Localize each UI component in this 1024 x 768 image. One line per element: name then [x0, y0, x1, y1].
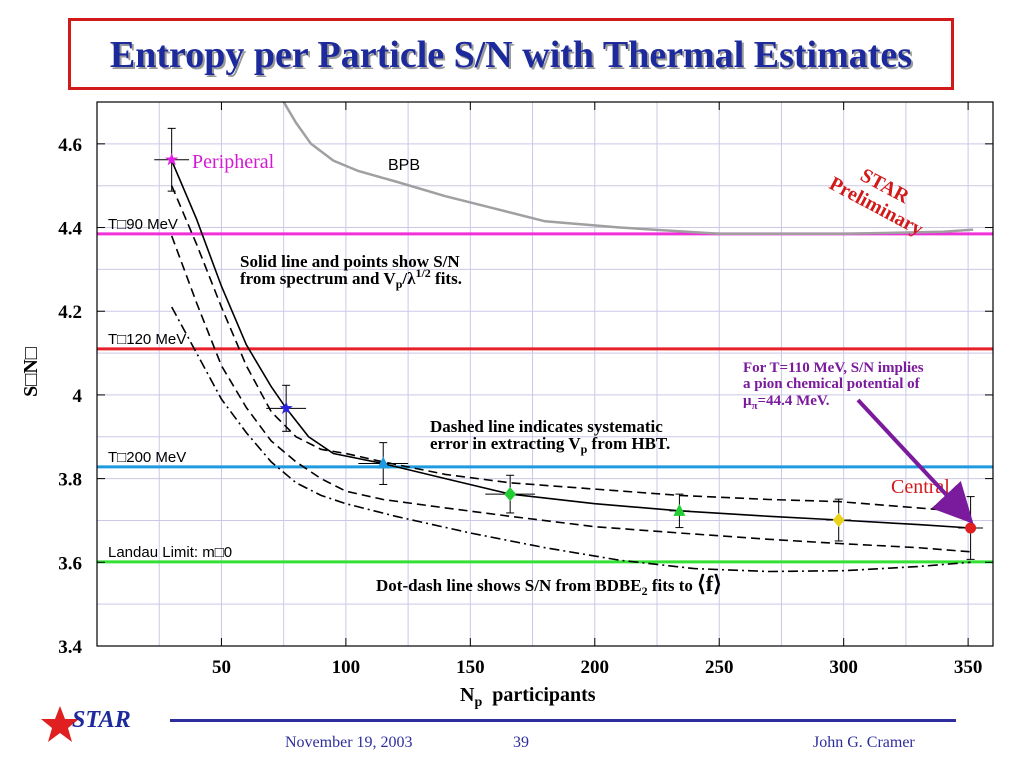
y-axis-label: S□N□ — [20, 347, 42, 397]
x-tick-label: 200 — [581, 657, 610, 678]
svg-text:a pion chemical potential of: a pion chemical potential of — [743, 376, 921, 392]
point-marker — [165, 152, 179, 166]
solid-line-note: Solid line and points show S/N from spec… — [240, 252, 462, 291]
point-marker — [279, 401, 293, 414]
bpb-label: BPB — [388, 157, 420, 174]
data-point — [958, 496, 984, 560]
footer-page-number: 39 — [513, 734, 529, 751]
point-marker — [832, 513, 845, 528]
x-tick-label: 250 — [705, 657, 734, 678]
point-marker — [377, 456, 390, 469]
svg-text:from spectrum and Vp/λ1/2 fits: from spectrum and Vp/λ1/2 fits. — [240, 266, 462, 291]
svg-text:error in extracting Vp from HB: error in extracting Vp from HBT. — [430, 434, 670, 456]
point-marker — [965, 522, 977, 534]
svg-text:μπ=44.4 MeV.: μπ=44.4 MeV. — [743, 393, 830, 412]
series-line-dashed — [170, 185, 971, 513]
svg-text:For T=110 MeV, S/N implies: For T=110 MeV, S/N implies — [743, 360, 924, 376]
footer-divider — [170, 719, 956, 722]
series-line-solid — [282, 101, 974, 236]
series-lines — [170, 101, 974, 573]
temperature-line-label: T□120 MeV — [108, 331, 186, 348]
x-tick-label: 100 — [332, 657, 361, 678]
data-point — [669, 493, 690, 529]
dot-dash-note: Dot-dash line shows S/N from BDBE2 fits … — [376, 571, 722, 598]
series-line-dashdot — [170, 306, 971, 573]
data-point — [358, 442, 409, 485]
series-line-dashed — [170, 235, 971, 553]
axis-ticks: 50 100 150 200 250 300 350 3.4 3.6 3.8 4 4.2 4.4 4.6 — [58, 102, 993, 678]
y-tick-label: 4.4 — [58, 219, 82, 240]
slide-title: Entropy per Particle S/N with Thermal Es… — [109, 34, 913, 76]
x-tick-label: 350 — [954, 657, 983, 678]
y-tick-label: 3.4 — [58, 637, 82, 658]
y-tick-label: 3.6 — [58, 553, 82, 574]
data-point — [154, 127, 190, 192]
x-tick-label: 50 — [212, 657, 231, 678]
title-box: Entropy per Particle S/N with Thermal Es… — [68, 18, 954, 90]
pion-potential-note: For T=110 MeV, S/N implies a pion chemic… — [743, 360, 924, 412]
temperature-line-label: T□200 MeV — [108, 449, 186, 466]
y-tick-label: 4 — [73, 386, 83, 407]
x-axis-label: Np participants — [460, 684, 596, 710]
data-point — [485, 474, 536, 514]
x-tick-label: 300 — [829, 657, 858, 678]
point-marker — [504, 487, 517, 502]
svg-text:Solid line and points show S/N: Solid line and points show S/N — [240, 252, 460, 271]
data-point — [266, 384, 307, 432]
footer-author: John G. Cramer — [813, 734, 915, 751]
svg-text:Dashed line indicates systemat: Dashed line indicates systematic — [430, 417, 663, 436]
plot-frame — [96, 101, 994, 647]
series-line-solid — [170, 160, 971, 529]
x-tick-label: 150 — [456, 657, 485, 678]
data-point — [826, 498, 852, 542]
dashed-line-note: Dashed line indicates systematic error i… — [430, 417, 670, 456]
footer-date: November 19, 2003 — [285, 734, 413, 751]
temperature-line-label: T□90 MeV — [108, 216, 178, 233]
y-tick-label: 4.6 — [58, 135, 82, 156]
y-tick-label: 4.2 — [58, 302, 82, 323]
star-logo-text: STAR — [72, 707, 131, 733]
temperature-line-label: Landau Limit: m□0 — [108, 544, 232, 561]
red-star-icon — [41, 706, 79, 742]
point-marker — [673, 503, 686, 516]
peripheral-label: Peripheral — [192, 151, 275, 173]
pion-note-arrow — [856, 398, 974, 524]
y-tick-label: 3.8 — [58, 470, 82, 491]
